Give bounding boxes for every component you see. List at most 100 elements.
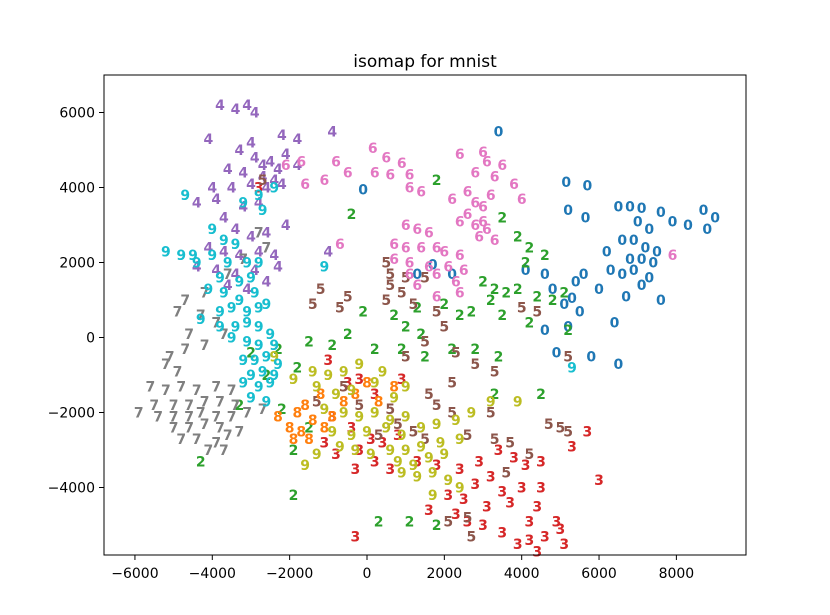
point-digit-3: 3 <box>478 518 488 534</box>
point-digit-2: 2 <box>293 361 303 377</box>
point-digit-0: 0 <box>710 211 720 227</box>
point-digit-6: 6 <box>482 154 492 170</box>
point-digit-4: 4 <box>254 244 264 260</box>
point-digit-3: 3 <box>351 462 361 478</box>
point-digit-9: 9 <box>455 481 465 497</box>
point-digit-4: 4 <box>242 282 252 298</box>
point-digit-3: 3 <box>482 499 492 515</box>
point-digit-9: 9 <box>254 301 264 317</box>
point-digit-0: 0 <box>637 252 647 268</box>
point-digit-9: 9 <box>397 466 407 482</box>
point-digit-8: 8 <box>293 406 303 422</box>
point-digit-3: 3 <box>254 181 264 197</box>
point-digit-0: 0 <box>625 199 635 215</box>
point-digit-6: 6 <box>470 218 480 234</box>
point-digit-9: 9 <box>238 353 248 369</box>
point-digit-7: 7 <box>161 357 171 373</box>
point-digit-4: 4 <box>235 248 245 264</box>
point-digit-7: 7 <box>192 432 202 448</box>
point-digit-3: 3 <box>451 507 461 523</box>
point-digit-9: 9 <box>351 443 361 459</box>
point-digit-5: 5 <box>385 267 395 283</box>
point-digit-5: 5 <box>401 271 411 287</box>
point-digit-5: 5 <box>470 357 480 373</box>
point-digit-3: 3 <box>594 473 604 489</box>
point-digit-6: 6 <box>478 145 488 161</box>
point-digit-2: 2 <box>262 368 272 384</box>
chart-title: isomap for mnist <box>353 52 497 72</box>
point-digit-0: 0 <box>586 349 596 365</box>
point-digit-6: 6 <box>416 241 426 257</box>
point-digit-6: 6 <box>463 184 473 200</box>
point-digit-9: 9 <box>207 222 217 238</box>
point-digit-2: 2 <box>196 454 206 470</box>
point-digit-3: 3 <box>494 443 504 459</box>
point-digit-6: 6 <box>412 222 422 238</box>
point-digit-9: 9 <box>238 196 248 212</box>
point-digit-9: 9 <box>428 466 438 482</box>
point-digit-5: 5 <box>490 432 500 448</box>
point-digit-9: 9 <box>192 256 202 272</box>
point-digit-3: 3 <box>556 522 566 538</box>
point-digit-7: 7 <box>169 398 179 414</box>
point-digit-9: 9 <box>397 428 407 444</box>
point-digit-2: 2 <box>548 293 558 309</box>
point-digit-3: 3 <box>470 477 480 493</box>
point-digit-3: 3 <box>540 529 550 545</box>
point-digit-3: 3 <box>370 387 380 403</box>
point-digit-0: 0 <box>563 203 573 219</box>
point-digit-7: 7 <box>161 383 171 399</box>
point-digit-2: 2 <box>439 297 449 313</box>
point-digit-4: 4 <box>235 143 245 159</box>
point-digit-5: 5 <box>556 421 566 437</box>
point-digit-4: 4 <box>246 229 256 245</box>
point-digit-6: 6 <box>343 166 353 182</box>
point-digit-0: 0 <box>559 297 569 313</box>
point-digit-7: 7 <box>200 394 210 410</box>
point-digit-8: 8 <box>289 432 299 448</box>
point-digit-3: 3 <box>385 462 395 478</box>
point-digit-4: 4 <box>215 98 225 114</box>
point-digit-5: 5 <box>316 282 326 298</box>
point-digit-0: 0 <box>699 203 709 219</box>
point-digit-9: 9 <box>455 432 465 448</box>
point-digit-4: 4 <box>231 267 241 283</box>
point-digit-6: 6 <box>331 154 341 170</box>
point-digit-9: 9 <box>246 391 256 407</box>
point-digit-2: 2 <box>289 443 299 459</box>
point-digit-6: 6 <box>478 214 488 230</box>
point-digit-7: 7 <box>223 267 233 283</box>
x-tick-label: 6000 <box>581 566 617 582</box>
x-tick-label: 2000 <box>427 566 463 582</box>
point-digit-6: 6 <box>517 192 527 208</box>
point-digit-2: 2 <box>513 229 523 245</box>
point-digit-5: 5 <box>335 301 345 317</box>
point-digit-3: 3 <box>497 526 507 542</box>
point-digit-5: 5 <box>544 417 554 433</box>
point-digit-7: 7 <box>219 327 229 343</box>
point-digit-6: 6 <box>459 263 469 279</box>
point-digit-0: 0 <box>428 257 438 273</box>
point-digit-4: 4 <box>204 241 214 257</box>
point-digit-4: 4 <box>327 124 337 140</box>
point-digit-6: 6 <box>451 274 461 290</box>
point-digit-7: 7 <box>235 424 245 440</box>
point-digit-9: 9 <box>320 259 330 275</box>
y-tick-label: 2000 <box>59 256 95 272</box>
point-digit-6: 6 <box>389 237 399 253</box>
y-tick-label: −4000 <box>48 481 95 497</box>
point-digit-6: 6 <box>455 248 465 264</box>
point-digit-9: 9 <box>250 286 260 302</box>
point-digit-4: 4 <box>246 177 256 193</box>
point-digit-0: 0 <box>648 256 658 272</box>
x-tick-label: 8000 <box>659 566 695 582</box>
point-digit-4: 4 <box>262 274 272 290</box>
point-digit-5: 5 <box>447 376 457 392</box>
point-digit-7: 7 <box>153 409 163 425</box>
point-digit-6: 6 <box>439 244 449 260</box>
point-digit-8: 8 <box>273 409 283 425</box>
point-digit-6: 6 <box>335 237 345 253</box>
point-digit-2: 2 <box>397 342 407 358</box>
point-digit-5: 5 <box>397 286 407 302</box>
